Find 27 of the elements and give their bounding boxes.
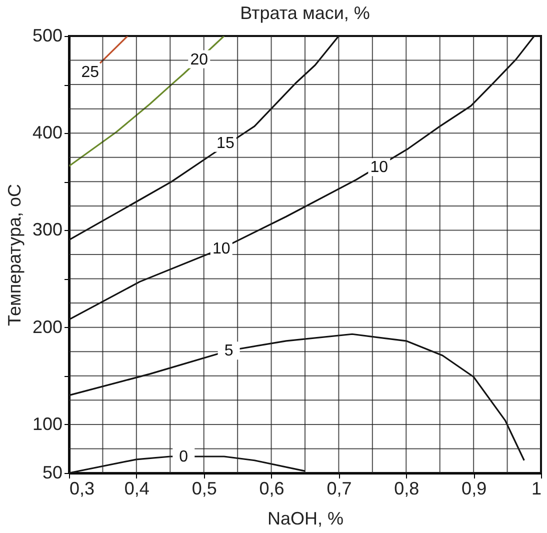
x-tick-label: 0,9: [462, 478, 487, 498]
annotation: 20: [190, 51, 208, 68]
x-tick-label: 0,4: [124, 478, 150, 498]
y-tick-label: 50: [42, 462, 62, 482]
x-axis-title: NaOH, %: [267, 508, 344, 528]
line-series: [68, 333, 525, 462]
y-tick-label: 200: [32, 316, 62, 337]
annotation: 25: [81, 64, 100, 82]
y-tick-label: 100: [32, 414, 62, 434]
line-series: [68, 35, 340, 241]
annotation: 0: [179, 448, 188, 466]
y-axis-title: Температура, оС: [4, 184, 24, 326]
annotation: 10: [370, 159, 388, 176]
annotation: 10: [212, 240, 230, 258]
x-tick-label: 0,5: [192, 478, 217, 498]
annotation: 5: [224, 342, 234, 360]
y-tick-label: 300: [32, 220, 62, 240]
chart-title: Втрата маси, %: [240, 3, 370, 23]
annotation: 15: [216, 134, 234, 152]
x-tick-label: 0,7: [326, 478, 352, 498]
y-tick-label: 500: [32, 26, 62, 46]
line-series: [68, 35, 536, 320]
x-tick-label: 1: [531, 478, 542, 498]
y-tick-label: 400: [32, 122, 62, 143]
x-tick-label: 0,3: [70, 478, 95, 498]
x-tick-label: 0,8: [394, 478, 420, 498]
x-tick-label: 0,6: [259, 478, 284, 498]
